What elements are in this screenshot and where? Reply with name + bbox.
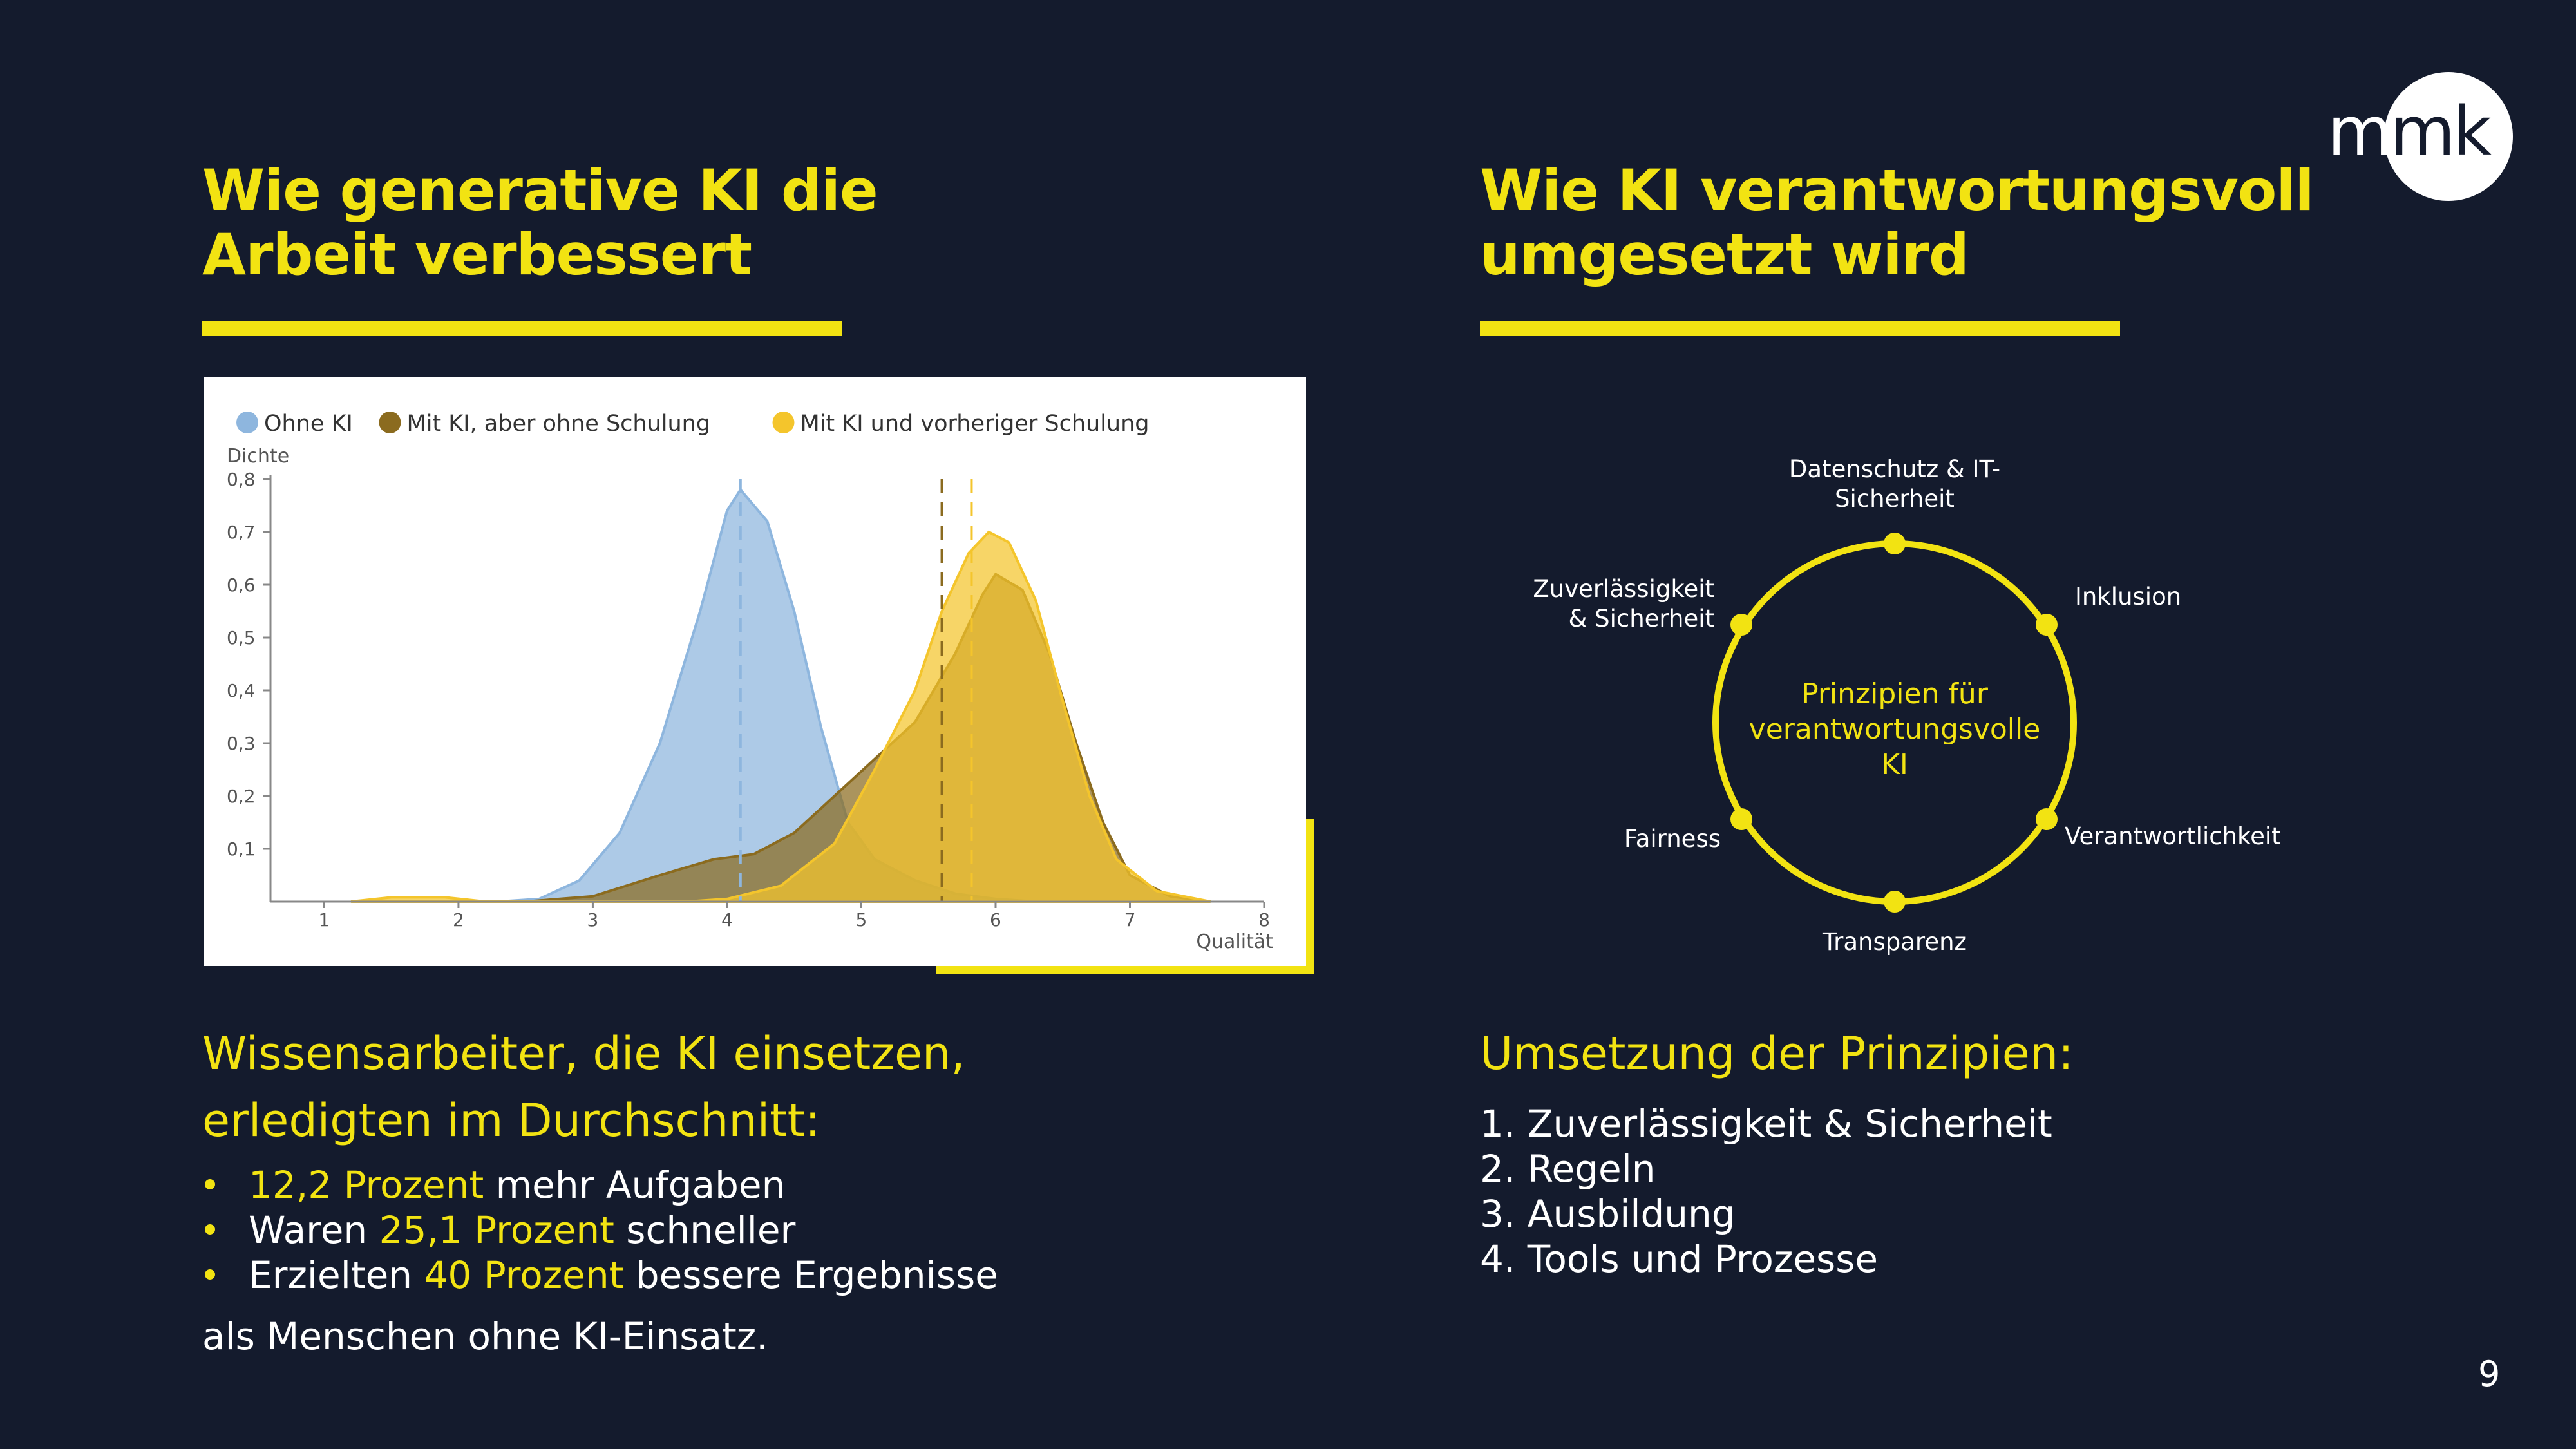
right-title-line1: Wie KI verantwortungsvoll <box>1480 157 2315 223</box>
x-tick-label-2: 3 <box>587 909 599 931</box>
diagram-center-label: Prinzipien für verantwortungsvolle KI <box>1748 677 2041 781</box>
y-tick-label-5: 0,6 <box>227 574 256 596</box>
density-chart: Ohne KI Mit KI, aber ohne Schulung Mit KI … <box>227 411 1273 953</box>
closing-text: als Menschen ohne KI-Einsatz. <box>202 1314 768 1358</box>
logo-circle <box>2384 72 2513 201</box>
left-subtitle-line2: erledigten im Durchschnitt: <box>202 1094 820 1147</box>
legend-label-1: Mit KI, aber ohne Schulung <box>407 411 711 437</box>
y-tick-label-3: 0,4 <box>227 680 256 701</box>
x-tick-label-7: 8 <box>1258 909 1270 931</box>
legend-swatch-0 <box>236 412 258 433</box>
label-inklusion: Inklusion <box>2075 583 2182 611</box>
x-tick-label-3: 4 <box>721 909 733 931</box>
y-tick-label-7: 0,8 <box>227 469 256 490</box>
node-dot-topright <box>2036 614 2058 636</box>
legend-swatch-1 <box>379 412 401 433</box>
right-title-line2: umgesetzt wird <box>1480 222 1969 288</box>
page-number: 9 <box>2478 1354 2501 1394</box>
left-title-line2: Arbeit verbessert <box>202 222 752 288</box>
label-verantwortlichkeit: Verantwortlichkeit <box>2065 822 2281 850</box>
chart-panel: Ohne KI Mit KI, aber ohne Schulung Mit KI … <box>204 377 1306 966</box>
x-axis-label: Qualität <box>1196 931 1273 953</box>
results-list: 12,2 Prozent mehr Aufgaben Waren 25,1 Pr… <box>202 1162 998 1298</box>
y-tick-label-4: 0,5 <box>227 627 256 649</box>
node-dot-topleft <box>1730 614 1752 636</box>
x-tick-label-1: 2 <box>453 909 464 931</box>
left-title-line1: Wie generative KI die <box>202 157 878 223</box>
right-subtitle: Umsetzung der Prinzipien: <box>1480 1027 2074 1080</box>
y-tick-label-1: 0,2 <box>227 786 256 807</box>
principles-list: 1. Zuverlässigkeit & Sicherheit 2. Regel… <box>1480 1101 2052 1282</box>
list-item: 3. Ausbildung <box>1480 1192 1736 1236</box>
node-dot-bottom <box>1884 891 1906 913</box>
legend-label-0: Ohne KI <box>264 411 353 437</box>
y-tick-label-2: 0,3 <box>227 733 256 754</box>
list-item: 4. Tools und Prozesse <box>1480 1237 1879 1281</box>
label-fairness: Fairness <box>1624 825 1721 853</box>
left-title: Wie generative KI die Arbeit verbessert <box>202 158 878 287</box>
label-zuverlaessigkeit: Zuverlässigkeit & Sicherheit <box>1533 575 1714 632</box>
legend-label-2: Mit KI und vorheriger Schulung <box>800 411 1150 437</box>
legend-swatch-2 <box>772 412 795 433</box>
left-subtitle: Wissensarbeiter, die KI einsetzen, erled… <box>202 1020 965 1154</box>
y-axis-label: Dichte <box>227 445 289 468</box>
label-transparenz: Transparenz <box>1823 928 1967 956</box>
logo: mmk <box>2327 92 2492 171</box>
list-item: Erzielten 40 Prozent bessere Ergebnisse <box>202 1253 998 1298</box>
x-tick-label-6: 7 <box>1124 909 1136 931</box>
label-datenschutz: Datenschutz & IT- Sicherheit <box>1788 455 2001 513</box>
left-title-rule <box>202 321 842 336</box>
x-tick-label-4: 5 <box>856 909 867 931</box>
right-title: Wie KI verantwortungsvoll umgesetzt wird <box>1480 157 2315 288</box>
x-tick-label-5: 6 <box>990 909 1001 931</box>
y-tick-label-6: 0,7 <box>227 522 256 543</box>
left-subtitle-line1: Wissensarbeiter, die KI einsetzen, <box>202 1027 965 1080</box>
right-title-rule <box>1480 321 2120 336</box>
x-tick-label-0: 1 <box>318 909 330 931</box>
node-dot-top <box>1884 533 1906 554</box>
list-item: 1. Zuverlässigkeit & Sicherheit <box>1480 1102 2052 1146</box>
node-dot-bottomleft <box>1730 808 1752 830</box>
list-item: Waren 25,1 Prozent schneller <box>202 1208 998 1253</box>
node-dot-bottomright <box>2036 808 2058 830</box>
list-item: 2. Regeln <box>1480 1147 1656 1191</box>
y-tick-label-0: 0,1 <box>227 838 256 860</box>
list-item: 12,2 Prozent mehr Aufgaben <box>202 1162 998 1208</box>
